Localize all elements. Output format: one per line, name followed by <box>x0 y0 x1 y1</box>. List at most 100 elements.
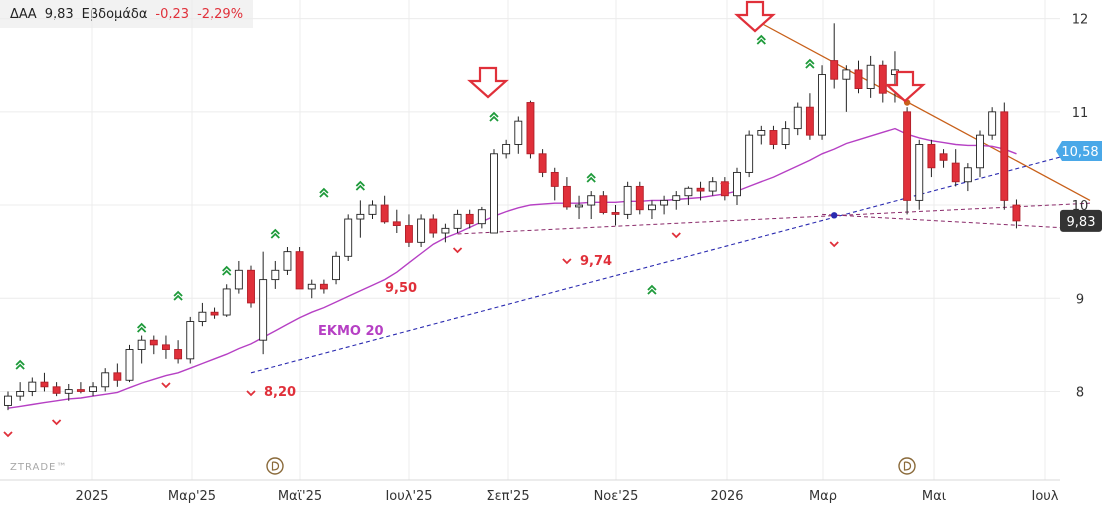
candle-body <box>550 171 559 187</box>
x-tick-label: Ιουλ <box>1031 489 1058 504</box>
arrow-down-icon <box>884 70 926 103</box>
candle-body <box>125 349 134 381</box>
up-signal-icon <box>222 265 232 276</box>
candle-body <box>927 144 936 169</box>
candle <box>4 391 12 411</box>
candle <box>28 377 37 397</box>
dividend-events <box>266 457 916 475</box>
candle <box>805 93 814 140</box>
candle-body <box>696 187 705 192</box>
symbol-price: 9,83 <box>44 6 74 22</box>
candle-body <box>720 181 729 197</box>
down-signal-icon <box>246 390 256 397</box>
candle-body <box>149 339 158 346</box>
candle <box>915 139 924 210</box>
candle <box>149 335 158 355</box>
candle-body <box>283 251 292 271</box>
dividend-event-icon <box>898 457 916 475</box>
x-tick-label: Μαϊ'25 <box>278 489 322 504</box>
candle <box>234 260 243 294</box>
candle <box>781 121 790 150</box>
up-signal-icon <box>355 180 365 191</box>
x-tick-label: Σεπ'25 <box>486 489 529 504</box>
candle-body <box>319 283 328 290</box>
up-signal-icon <box>647 284 657 295</box>
candle <box>562 177 571 210</box>
candle-body <box>16 391 25 397</box>
candle-body <box>502 144 511 155</box>
x-tick-label: Μαρ <box>809 489 837 504</box>
candle-body <box>392 221 401 227</box>
candle-body <box>575 204 583 208</box>
candle <box>769 125 778 150</box>
candle <box>1012 199 1021 229</box>
candle <box>696 181 705 201</box>
candle <box>52 382 61 397</box>
x-tick-label: Ιουλ'25 <box>385 489 432 504</box>
candle-body <box>842 69 851 80</box>
candle-body <box>477 209 486 225</box>
candle <box>575 195 583 220</box>
up-signal-icon <box>270 228 280 239</box>
candle-body <box>247 269 255 304</box>
candle-body <box>745 134 754 173</box>
price-annotation: 8,20 <box>264 385 296 400</box>
candle <box>429 214 438 238</box>
candle <box>708 177 717 196</box>
candle <box>635 181 644 215</box>
candle-body <box>259 279 268 341</box>
candle <box>818 65 826 140</box>
candle <box>878 60 887 103</box>
candle <box>319 279 328 294</box>
candle <box>356 200 365 238</box>
candle-body <box>344 218 353 257</box>
y-tick-label: 9 <box>1076 292 1084 307</box>
candle-body <box>76 389 85 392</box>
candle <box>295 246 304 290</box>
candle <box>392 209 401 234</box>
dividend-event-icon <box>266 457 284 475</box>
candle-body <box>757 130 766 136</box>
ema-label: ΕΚΜΟ 20 <box>318 324 384 339</box>
candle <box>89 382 98 397</box>
up-signal-icon <box>137 322 147 333</box>
candle-body <box>441 227 450 234</box>
support-trendline <box>250 148 1091 374</box>
down-signal-icon <box>452 247 463 254</box>
candle-body <box>137 339 146 350</box>
candle-body <box>951 162 960 183</box>
candle <box>514 116 523 154</box>
candle-body <box>40 381 49 388</box>
candle-body <box>465 213 474 225</box>
candle <box>599 191 608 215</box>
candle <box>125 344 134 383</box>
down-signal-icon <box>562 258 572 265</box>
candle-body <box>878 64 887 94</box>
candle-body <box>611 212 620 215</box>
candle-body <box>805 106 814 136</box>
candle <box>623 181 632 220</box>
up-signal-icon <box>805 58 815 69</box>
ema-20-line <box>7 127 1017 409</box>
candle <box>745 130 754 178</box>
candle-body <box>854 69 863 89</box>
candle <box>939 149 948 168</box>
candle-body <box>1012 204 1021 222</box>
down-signal-icon <box>51 419 62 426</box>
candle <box>793 102 802 136</box>
candle <box>660 195 669 215</box>
candle-body <box>830 60 839 80</box>
candle-body <box>708 181 717 192</box>
price-annotation: 9,74 <box>580 254 612 269</box>
x-tick-label: Νοε'25 <box>594 489 639 504</box>
candle-body <box>89 386 98 392</box>
candle-body <box>295 251 304 290</box>
candle <box>988 107 997 140</box>
candle-body <box>271 269 280 281</box>
candle-body <box>793 106 802 130</box>
symbol-header: ΔΑΑ 9,83 Εβδομάδα -0,23 -2,29% <box>0 0 254 28</box>
candle-body <box>599 195 608 213</box>
symbol-name: ΔΑΑ <box>10 6 37 22</box>
